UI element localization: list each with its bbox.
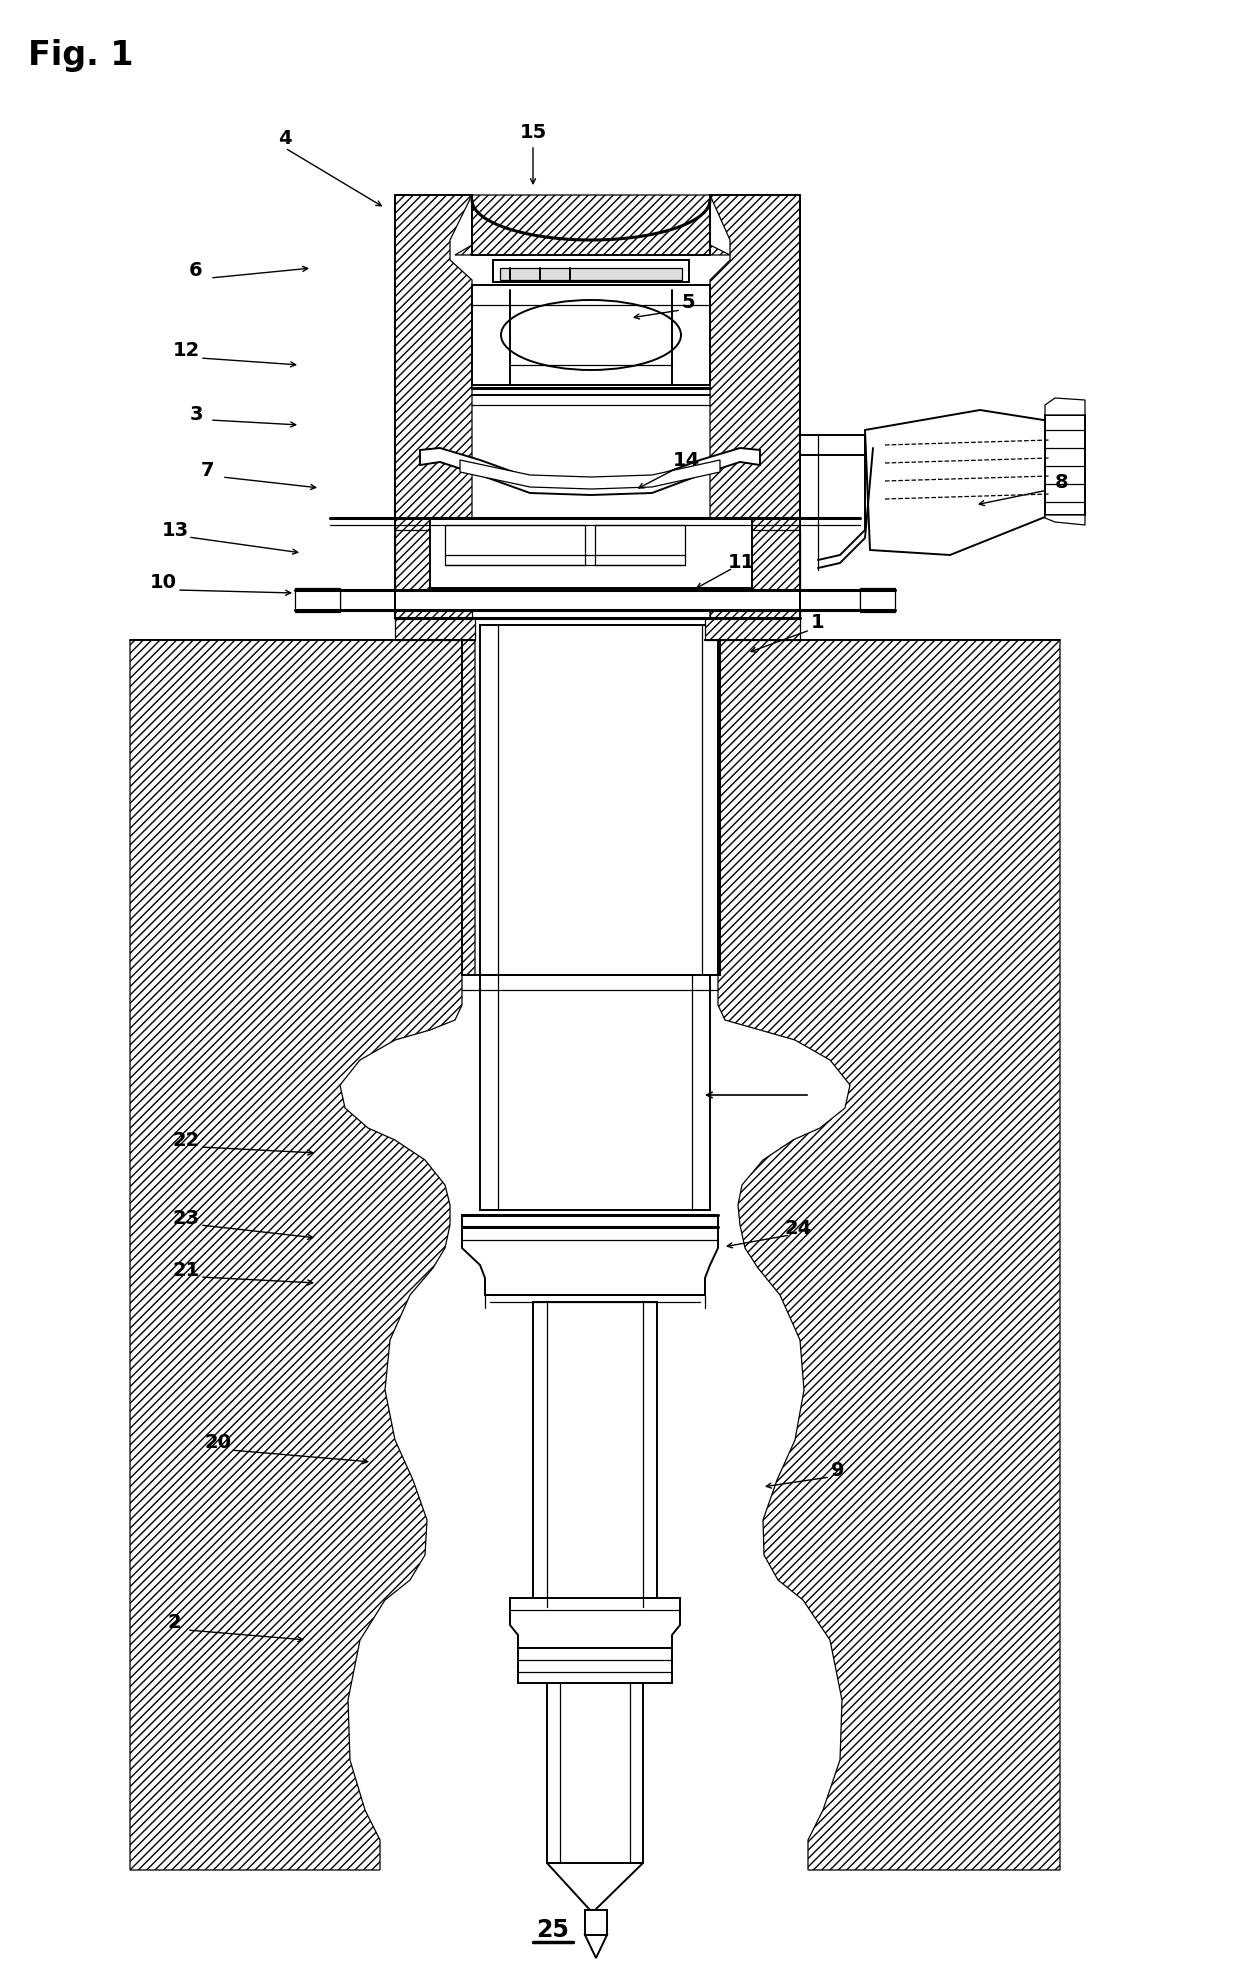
Text: 4: 4 [278,128,291,148]
Bar [533,1303,657,1606]
Polygon shape [460,459,720,489]
Text: 8: 8 [1055,473,1069,493]
Text: 20: 20 [205,1433,232,1453]
Polygon shape [706,619,800,641]
Text: 12: 12 [172,341,200,359]
Polygon shape [455,195,730,254]
Polygon shape [861,587,895,613]
Text: 5: 5 [681,294,694,313]
Text: 3: 3 [190,406,203,424]
Bar [585,1910,608,1936]
Text: 9: 9 [831,1461,844,1480]
Polygon shape [585,1936,608,1957]
Bar [1045,416,1085,514]
Polygon shape [711,195,800,619]
Text: 2: 2 [167,1612,181,1632]
Bar [480,625,720,976]
Polygon shape [510,1598,680,1648]
Polygon shape [396,195,472,619]
Polygon shape [130,641,475,1870]
Text: 15: 15 [520,122,547,142]
Bar [547,1683,644,1863]
Text: 24: 24 [785,1218,812,1238]
Text: 7: 7 [201,461,215,479]
Bar [340,589,861,609]
Text: 23: 23 [172,1208,200,1228]
Text: 21: 21 [172,1261,200,1279]
Polygon shape [1045,398,1085,416]
Polygon shape [295,587,340,613]
Bar [595,524,684,566]
Text: 13: 13 [161,520,188,540]
Text: 25: 25 [537,1918,569,1941]
Text: 14: 14 [672,451,699,469]
Polygon shape [463,1228,718,1295]
Text: 6: 6 [190,260,203,280]
Polygon shape [547,1863,644,1910]
Bar [480,976,711,1210]
Polygon shape [706,641,1060,1870]
Polygon shape [866,410,1075,556]
Text: Fig. 1: Fig. 1 [29,39,134,71]
Bar [494,260,689,282]
Bar [800,436,866,455]
Polygon shape [1045,514,1085,524]
Bar [518,1648,672,1683]
Bar [463,1214,718,1228]
Polygon shape [396,530,472,619]
Polygon shape [711,530,800,619]
Text: 22: 22 [172,1131,200,1149]
Text: 10: 10 [150,574,176,593]
Ellipse shape [501,300,681,371]
Polygon shape [396,619,475,641]
Bar [430,518,751,587]
Bar [445,524,585,566]
Bar [472,286,711,384]
Polygon shape [420,447,760,495]
Bar [500,268,682,280]
Text: 11: 11 [728,552,755,572]
Text: 1: 1 [811,613,825,631]
